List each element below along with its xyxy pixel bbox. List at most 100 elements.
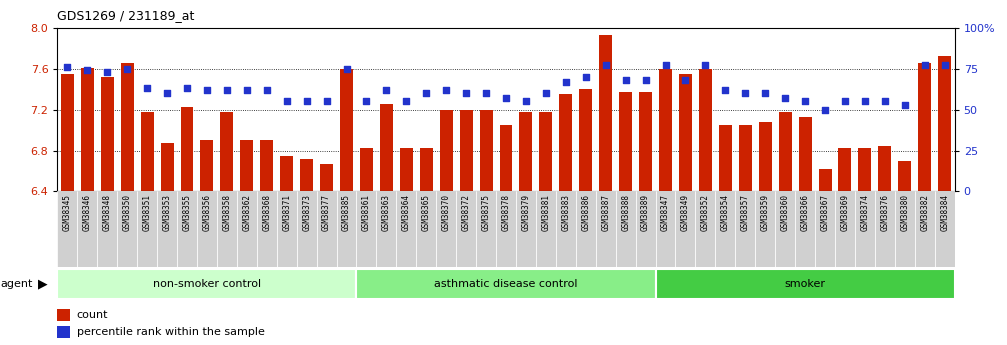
Bar: [639, 92, 653, 191]
Bar: [141, 111, 154, 191]
Bar: [57, 269, 356, 299]
Point: [837, 99, 853, 104]
Bar: [596, 191, 615, 267]
Text: GSM38386: GSM38386: [581, 194, 590, 231]
Text: GSM38374: GSM38374: [860, 194, 869, 231]
Point: [857, 99, 873, 104]
Bar: [855, 191, 875, 267]
Text: GSM38385: GSM38385: [342, 194, 351, 231]
Point: [877, 99, 893, 104]
Text: count: count: [77, 309, 109, 319]
Text: GSM38345: GSM38345: [62, 194, 71, 231]
Point: [697, 62, 713, 68]
Bar: [397, 191, 416, 267]
Bar: [440, 109, 453, 191]
Bar: [400, 148, 413, 191]
Bar: [336, 191, 356, 267]
Bar: [320, 164, 333, 191]
Point: [219, 87, 235, 92]
Point: [338, 66, 354, 71]
Text: GSM38373: GSM38373: [302, 194, 311, 231]
Point: [458, 90, 474, 96]
Bar: [121, 63, 134, 191]
Bar: [177, 191, 197, 267]
Bar: [456, 191, 476, 267]
Bar: [157, 191, 177, 267]
Point: [259, 87, 275, 92]
Text: GSM38347: GSM38347: [661, 194, 670, 231]
Point: [737, 90, 753, 96]
Text: GSM38361: GSM38361: [362, 194, 371, 231]
Point: [99, 69, 115, 75]
Bar: [81, 68, 94, 191]
Bar: [615, 191, 635, 267]
Text: GSM38378: GSM38378: [501, 194, 511, 231]
Point: [757, 90, 773, 96]
Bar: [416, 191, 436, 267]
Text: GSM38389: GSM38389: [641, 194, 651, 231]
Text: GDS1269 / 231189_at: GDS1269 / 231189_at: [57, 9, 194, 22]
Text: GSM38372: GSM38372: [461, 194, 470, 231]
Point: [678, 77, 694, 83]
Bar: [200, 140, 213, 191]
Bar: [755, 191, 775, 267]
Text: GSM38354: GSM38354: [721, 194, 730, 231]
Bar: [696, 191, 715, 267]
Bar: [796, 191, 815, 267]
Text: GSM38349: GSM38349: [681, 194, 690, 231]
Text: GSM38380: GSM38380: [900, 194, 909, 231]
Bar: [819, 169, 832, 191]
Bar: [659, 69, 672, 191]
Bar: [934, 191, 955, 267]
Text: agent: agent: [0, 279, 32, 289]
Bar: [815, 191, 835, 267]
Bar: [241, 140, 254, 191]
Bar: [476, 191, 496, 267]
Bar: [60, 74, 74, 191]
Point: [478, 90, 494, 96]
Bar: [895, 191, 914, 267]
Bar: [197, 191, 217, 267]
Text: GSM38353: GSM38353: [162, 194, 171, 231]
Bar: [540, 111, 553, 191]
Bar: [520, 111, 533, 191]
Bar: [260, 140, 273, 191]
Text: GSM38377: GSM38377: [322, 194, 331, 231]
Bar: [719, 125, 732, 191]
Point: [159, 90, 175, 96]
Point: [558, 79, 574, 85]
Text: GSM38352: GSM38352: [701, 194, 710, 231]
Bar: [57, 326, 69, 338]
Text: GSM38371: GSM38371: [282, 194, 291, 231]
Point: [498, 95, 515, 101]
Bar: [459, 109, 472, 191]
Bar: [217, 191, 237, 267]
Bar: [778, 111, 792, 191]
Point: [578, 74, 594, 79]
Bar: [137, 191, 157, 267]
Text: ▶: ▶: [38, 277, 48, 290]
Text: GSM38383: GSM38383: [561, 194, 570, 231]
Bar: [914, 191, 934, 267]
Point: [179, 86, 195, 91]
Text: GSM38356: GSM38356: [202, 194, 211, 231]
Point: [438, 87, 454, 92]
Bar: [599, 35, 612, 191]
Bar: [316, 191, 336, 267]
Bar: [556, 191, 576, 267]
Text: asthmatic disease control: asthmatic disease control: [434, 279, 578, 289]
Text: GSM38376: GSM38376: [880, 194, 889, 231]
Text: GSM38350: GSM38350: [123, 194, 132, 231]
Bar: [939, 56, 952, 191]
Bar: [436, 191, 456, 267]
Text: GSM38348: GSM38348: [103, 194, 112, 231]
Text: GSM38368: GSM38368: [262, 194, 271, 231]
Bar: [499, 125, 513, 191]
Text: GSM38362: GSM38362: [243, 194, 252, 231]
Text: GSM38375: GSM38375: [481, 194, 490, 231]
Text: GSM38363: GSM38363: [382, 194, 391, 231]
Point: [279, 99, 295, 104]
Bar: [377, 191, 397, 267]
Point: [798, 99, 814, 104]
Text: percentile rank within the sample: percentile rank within the sample: [77, 327, 265, 337]
